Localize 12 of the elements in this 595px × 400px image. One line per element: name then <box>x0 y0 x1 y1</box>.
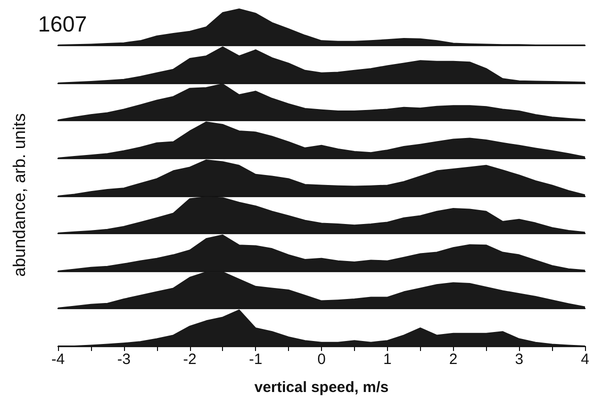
x-axis-title: vertical speed, m/s <box>254 379 389 396</box>
chart-title: 1607 <box>38 12 87 36</box>
x-tick-label: -2 <box>183 351 196 368</box>
x-tick-label: 2 <box>449 351 458 368</box>
x-tick-label: -1 <box>248 351 262 368</box>
y-axis-title: abundance, arb. units <box>10 113 30 277</box>
x-tick-label: 1 <box>383 351 392 368</box>
x-tick-label: 4 <box>580 351 590 368</box>
x-tick-label: -3 <box>117 351 131 368</box>
x-tick-label: 0 <box>317 351 326 368</box>
x-tick-label: -4 <box>51 351 65 368</box>
x-tick-label: 3 <box>514 351 524 368</box>
